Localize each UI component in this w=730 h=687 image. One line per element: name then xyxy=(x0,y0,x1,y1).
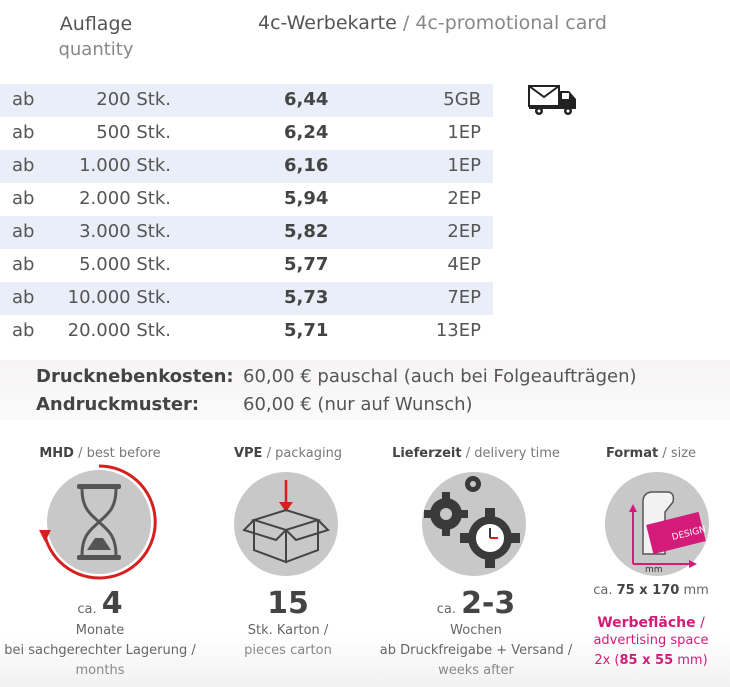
best-before-info: ca. 4 Monate bei sachgerechter Lagerung … xyxy=(0,586,200,681)
price-cell: 5,77 xyxy=(284,254,329,275)
price-table: ab 200 Stk. 6,44 5GB ab 500 Stk. 6,24 1E… xyxy=(0,84,493,348)
packaging-unit: Stk. Karton / xyxy=(247,623,329,638)
advertising-space-title: Werbefläche / xyxy=(597,615,705,631)
card-format-icon: DESIGN mm xyxy=(629,491,707,575)
price-cell: 6,24 xyxy=(284,122,329,143)
from-label: ab xyxy=(12,122,35,143)
quantity-header-de: Auflage xyxy=(59,13,133,35)
gears-clock-icon xyxy=(424,476,520,568)
price-cell: 5,94 xyxy=(284,188,329,209)
best-before-number: 4 xyxy=(101,586,123,621)
delivery-time-number: 2-3 xyxy=(461,586,516,621)
quantity-cell: 20.000 Stk. xyxy=(67,320,171,341)
mm-label: mm xyxy=(645,565,663,575)
delivery-time-title: Lieferzeit / delivery time xyxy=(392,446,560,461)
best-before-prefix: ca. xyxy=(77,602,97,617)
from-label: ab xyxy=(12,320,35,341)
feature-delivery-time: Lieferzeit / delivery time xyxy=(376,428,576,466)
price-cell: 5,71 xyxy=(284,320,329,341)
from-label: ab xyxy=(12,287,35,308)
format-size: ca. 75 x 170 mm xyxy=(593,583,709,598)
packaging-info: 15 Stk. Karton / pieces carton xyxy=(188,586,388,661)
proof-cost-row: Andruckmuster: 60,00 € (nur auf Wunsch) xyxy=(36,394,473,415)
hourglass-icon xyxy=(39,464,157,580)
product-header-sep: / xyxy=(402,12,410,34)
quantity-cell: 3.000 Stk. xyxy=(79,221,171,242)
quantity-header: Auflage quantity xyxy=(56,12,136,62)
product-header-en: 4c-promotional card xyxy=(415,12,607,34)
advertising-space-size: 2x (85 x 55 mm) xyxy=(594,653,708,668)
price-cell: 6,44 xyxy=(284,89,329,110)
table-row: ab 3.000 Stk. 5,82 2EP xyxy=(0,216,493,249)
from-label: ab xyxy=(12,155,35,176)
feature-format: Format / size xyxy=(576,428,726,466)
delivery-truck-icon xyxy=(528,85,576,115)
delivery-cell: 4EP xyxy=(447,254,481,275)
feature-best-before: MHD / best before xyxy=(0,428,200,466)
delivery-cell: 2EP xyxy=(447,221,481,242)
table-row: ab 20.000 Stk. 5,71 13EP xyxy=(0,315,493,348)
best-before-unit: Monate xyxy=(75,623,125,638)
packaging-unit-en: pieces carton xyxy=(244,643,332,658)
feature-packaging: VPE / packaging xyxy=(188,428,388,466)
product-header-de: 4c-Werbekarte xyxy=(258,12,397,34)
delivery-time-note: ab Druckfreigabe + Versand / xyxy=(379,643,573,658)
feature-icons: MHD / best before ca. 4 Monate bei sachg… xyxy=(0,428,730,687)
proof-cost-label: Andruckmuster: xyxy=(36,394,200,415)
proof-cost-value: 60,00 € (nur auf Wunsch) xyxy=(243,394,473,415)
format-title: Format / size xyxy=(605,446,697,461)
delivery-time-unit: Wochen xyxy=(450,623,502,638)
quantity-cell: 500 Stk. xyxy=(96,122,171,143)
table-row: ab 1.000 Stk. 6,16 1EP xyxy=(0,150,493,183)
from-label: ab xyxy=(12,89,35,110)
advertising-space-en: advertising space xyxy=(593,633,709,648)
delivery-time-prefix: ca. xyxy=(436,602,456,617)
delivery-time-info: ca. 2-3 Wochen ab Druckfreigabe + Versan… xyxy=(376,586,576,681)
best-before-storage: bei sachgerechter Lagerung / xyxy=(4,643,196,658)
table-row: ab 500 Stk. 6,24 1EP xyxy=(0,117,493,150)
setup-cost-row: Drucknebenkosten: 60,00 € pauschal (auch … xyxy=(36,366,637,387)
price-cell: 6,16 xyxy=(284,155,329,176)
packaging-title: VPE / packaging xyxy=(233,446,343,461)
delivery-cell: 1EP xyxy=(447,122,481,143)
table-row: ab 5.000 Stk. 5,77 4EP xyxy=(0,249,493,282)
quantity-header-en: quantity xyxy=(58,39,134,60)
quantity-cell: 10.000 Stk. xyxy=(67,287,171,308)
table-row: ab 10.000 Stk. 5,73 7EP xyxy=(0,282,493,315)
table-row: ab 200 Stk. 6,44 5GB xyxy=(0,84,493,117)
setup-cost-value: 60,00 € pauschal (auch bei Folgeaufträge… xyxy=(243,366,637,387)
best-before-months: months xyxy=(75,663,125,678)
from-label: ab xyxy=(12,188,35,209)
price-cell: 5,73 xyxy=(284,287,329,308)
delivery-cell: 13EP xyxy=(435,320,481,341)
delivery-cell: 2EP xyxy=(447,188,481,209)
from-label: ab xyxy=(12,254,35,275)
setup-cost-label: Drucknebenkosten: xyxy=(36,366,234,387)
delivery-time-en: weeks after xyxy=(438,663,514,678)
quantity-cell: 1.000 Stk. xyxy=(79,155,171,176)
extra-costs: Drucknebenkosten: 60,00 € pauschal (auch … xyxy=(0,360,730,420)
quantity-cell: 200 Stk. xyxy=(96,89,171,110)
delivery-cell: 7EP xyxy=(447,287,481,308)
quantity-cell: 2.000 Stk. xyxy=(79,188,171,209)
from-label: ab xyxy=(12,221,35,242)
product-header: 4c-Werbekarte / 4c-promotional card xyxy=(258,12,607,34)
delivery-cell: 1EP xyxy=(447,155,481,176)
format-info: ca. 75 x 170 mm Werbefläche / advertisin… xyxy=(576,581,726,671)
best-before-title: MHD / best before xyxy=(39,446,161,461)
delivery-cell: 5GB xyxy=(443,89,481,110)
box-icon xyxy=(242,480,330,564)
quantity-cell: 5.000 Stk. xyxy=(79,254,171,275)
packaging-number: 15 xyxy=(267,586,309,621)
table-row: ab 2.000 Stk. 5,94 2EP xyxy=(0,183,493,216)
price-cell: 5,82 xyxy=(284,221,329,242)
